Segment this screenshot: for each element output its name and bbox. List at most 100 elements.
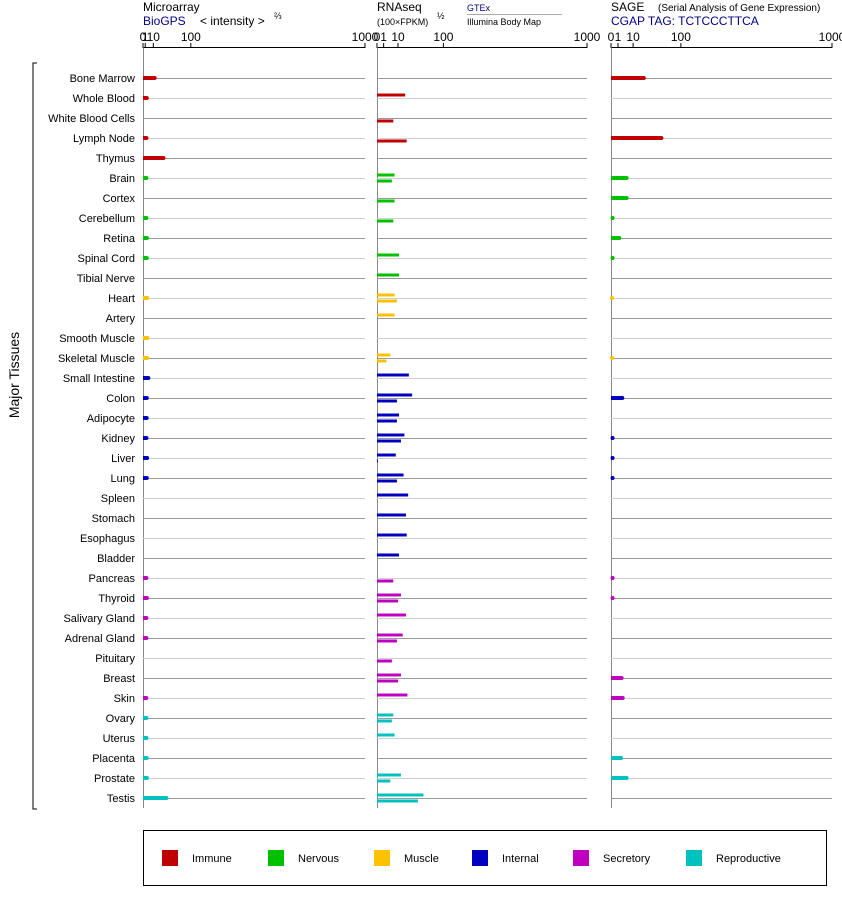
bar-end-cap (659, 136, 664, 140)
tissue-label: Thymus (96, 153, 136, 165)
tissue-label: Pituitary (95, 653, 135, 665)
bar-end-cap (144, 596, 149, 600)
tissue-label: Ovary (106, 713, 136, 725)
bar-end-cap (610, 296, 614, 300)
tick-label: 0 (608, 30, 615, 44)
bar-end-cap (144, 416, 149, 420)
tissue-label: White Blood Cells (48, 113, 135, 125)
tick-label: 100 (433, 30, 453, 44)
tissue-label: Skin (114, 693, 135, 705)
bar-end-cap (620, 396, 625, 400)
tissue-label: Cerebellum (79, 213, 135, 225)
bar-end-cap (145, 296, 150, 300)
tissue-label: Skeletal Muscle (58, 353, 135, 365)
illumina-label: Illumina Body Map (467, 17, 541, 27)
tissue-label: Heart (108, 293, 135, 305)
tissue-label: Testis (107, 793, 136, 805)
legend-label: Nervous (298, 853, 339, 865)
bar-end-cap (144, 176, 149, 180)
gtex-label: GTEx (467, 3, 491, 13)
tick-label: 0 (140, 30, 147, 44)
bar-end-cap (144, 716, 149, 720)
major-tissues-axis: Major Tissues (6, 62, 37, 810)
bar-end-cap (144, 136, 149, 140)
tissue-label: Lymph Node (73, 133, 135, 145)
legend: Immune Nervous Muscle Internal Secretory Repr… (162, 850, 781, 866)
bar-end-cap (610, 356, 614, 360)
bar-end-cap (146, 376, 151, 380)
row-gridlines (143, 78, 832, 799)
bar-end-cap (624, 176, 629, 180)
tick-label: 100 (671, 30, 691, 44)
tissue-label: Tibial Nerve (77, 273, 135, 285)
fpkm-label: (100×FPKM) (377, 17, 428, 27)
legend-label: Reproductive (716, 853, 781, 865)
sage-subtitle: (Serial Analysis of Gene Expression) (658, 3, 820, 14)
tick-label: 1 (142, 30, 149, 44)
tissue-label: Salivary Gland (63, 613, 135, 625)
bar-end-cap (144, 576, 149, 580)
bar-end-cap (144, 696, 149, 700)
tissue-label: Esophagus (80, 533, 136, 545)
rnaseq-title: RNAseq (377, 0, 422, 14)
sage-tag: CGAP TAG: TCTCCCTTCA (611, 14, 759, 28)
tissue-label: Breast (103, 673, 135, 685)
major-tissues-label: Major Tissues (6, 332, 22, 418)
bar-end-cap (619, 756, 624, 760)
bar-end-cap (619, 676, 624, 680)
tick-label: 1 (615, 30, 622, 44)
bar-end-cap (610, 216, 615, 220)
legend-label: Internal (502, 853, 539, 865)
bar-end-cap (144, 96, 149, 100)
tissue-label: Brain (109, 173, 135, 185)
bar-end-cap (144, 636, 149, 640)
tissue-label: Prostate (94, 773, 135, 785)
bar-end-cap (620, 696, 625, 700)
tissue-label: Stomach (92, 513, 135, 525)
bar-end-cap (145, 456, 150, 460)
bar-end-cap (145, 336, 150, 340)
bar-end-cap (145, 356, 150, 360)
tissue-label: Spinal Cord (78, 253, 135, 265)
legend-swatch (268, 850, 284, 866)
header-sage: SAGE (Serial Analysis of Gene Expression… (611, 0, 820, 28)
legend-swatch (374, 850, 390, 866)
tick-label: 1 (380, 30, 387, 44)
sage-title: SAGE (611, 0, 644, 14)
bar-end-cap (617, 236, 622, 240)
bar-end-cap (610, 456, 615, 460)
tick-label: 1000 (352, 30, 379, 44)
tissue-label: Liver (111, 453, 135, 465)
legend-swatch (472, 850, 488, 866)
tick-label: 10 (626, 30, 640, 44)
tissue-label: Retina (103, 233, 136, 245)
legend-swatch (573, 850, 589, 866)
bars (143, 76, 664, 803)
legend-label: Muscle (404, 853, 439, 865)
bar-end-cap (144, 216, 149, 220)
tick-label: 1000 (819, 30, 842, 44)
biogps-label: BioGPS (143, 14, 186, 28)
bar-end-cap (161, 156, 166, 160)
tissue-label: Spleen (101, 493, 135, 505)
bar-end-cap (144, 616, 149, 620)
header-microarray: Microarray BioGPS < intensity > ⅔ (143, 0, 282, 28)
fpkm-exponent: ½ (437, 11, 445, 21)
bar-end-cap (610, 256, 615, 260)
tissue-label: Whole Blood (73, 93, 135, 105)
bar-end-cap (144, 776, 149, 780)
tissue-label: Adrenal Gland (65, 633, 135, 645)
tissue-label: Bladder (97, 553, 135, 565)
tissue-label: Pancreas (89, 573, 136, 585)
tissue-label: Small Intestine (63, 373, 135, 385)
bar-end-cap (610, 476, 615, 480)
tissue-label: Adipocyte (87, 413, 135, 425)
legend-label: Secretory (603, 853, 651, 865)
bar-end-cap (144, 476, 149, 480)
tick-label: 10 (147, 30, 161, 44)
bar-end-cap (152, 76, 157, 80)
tissue-label: Uterus (103, 733, 136, 745)
tick-label: 10 (391, 30, 405, 44)
bar-end-cap (144, 396, 149, 400)
tissue-label: Thyroid (98, 593, 135, 605)
